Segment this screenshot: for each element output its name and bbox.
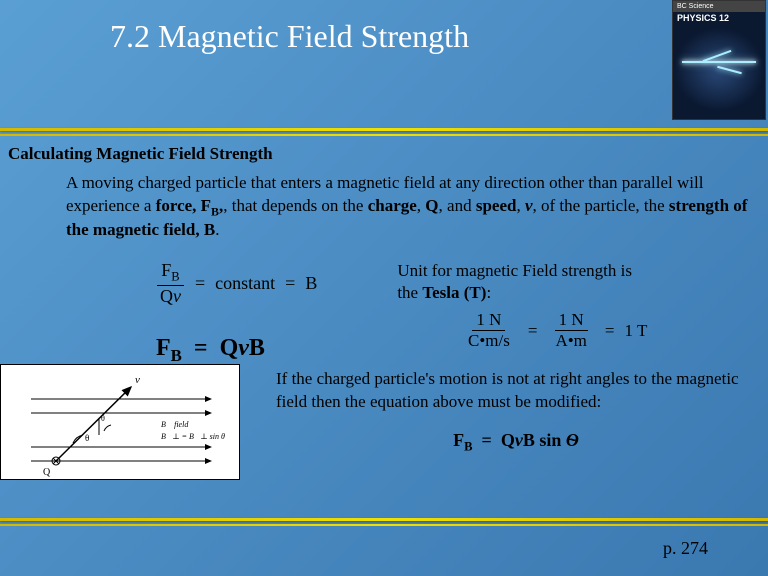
page-reference: p. 274 <box>663 538 708 559</box>
textbook-cover: BC Science PHYSICS 12 <box>672 0 766 120</box>
book-subject-label: PHYSICS 12 <box>673 12 765 27</box>
intro-paragraph: A moving charged particle that enters a … <box>66 172 756 242</box>
svg-text:v⃗: v⃗ <box>135 374 148 386</box>
svg-text:B⃗⊥ = B⃗⊥ sin θ: B⃗⊥ = B⃗⊥ sin θ <box>161 432 225 441</box>
unit-description: Unit for magnetic Field strength is the … <box>397 260 637 304</box>
book-series-label: BC Science <box>673 1 765 12</box>
svg-text:θ: θ <box>85 433 89 443</box>
book-cover-art <box>673 27 765 112</box>
main-equation: FB = QvB <box>156 335 760 366</box>
divider-bottom <box>0 518 768 526</box>
diagram-svg: v⃗ Q θ θ B⃗ field B⃗⊥ = B⃗⊥ sin θ <box>1 365 241 481</box>
content-subtitle: Calculating Magnetic Field Strength <box>8 144 760 164</box>
lightning-graphic <box>682 61 756 63</box>
tesla-unit-equation: 1 N C•m/s = 1 N A•m = 1 T <box>460 310 647 351</box>
modified-equation-text: If the charged particle's motion is not … <box>276 368 756 455</box>
svg-text:θ: θ <box>101 414 105 423</box>
svg-text:B⃗ field: B⃗ field <box>161 420 189 429</box>
ratio-formula-row: FB Qv = constant = B Unit for magnetic F… <box>8 260 760 307</box>
slide-title: 7.2 Magnetic Field Strength <box>110 18 469 55</box>
sin-equation: FB = QvB sin Ѳ <box>276 428 756 456</box>
divider-top <box>0 128 768 136</box>
ratio-formula: FB Qv = constant = B <box>156 260 317 307</box>
svg-text:Q: Q <box>43 467 51 478</box>
vector-diagram: v⃗ Q θ θ B⃗ field B⃗⊥ = B⃗⊥ sin θ <box>0 364 240 480</box>
